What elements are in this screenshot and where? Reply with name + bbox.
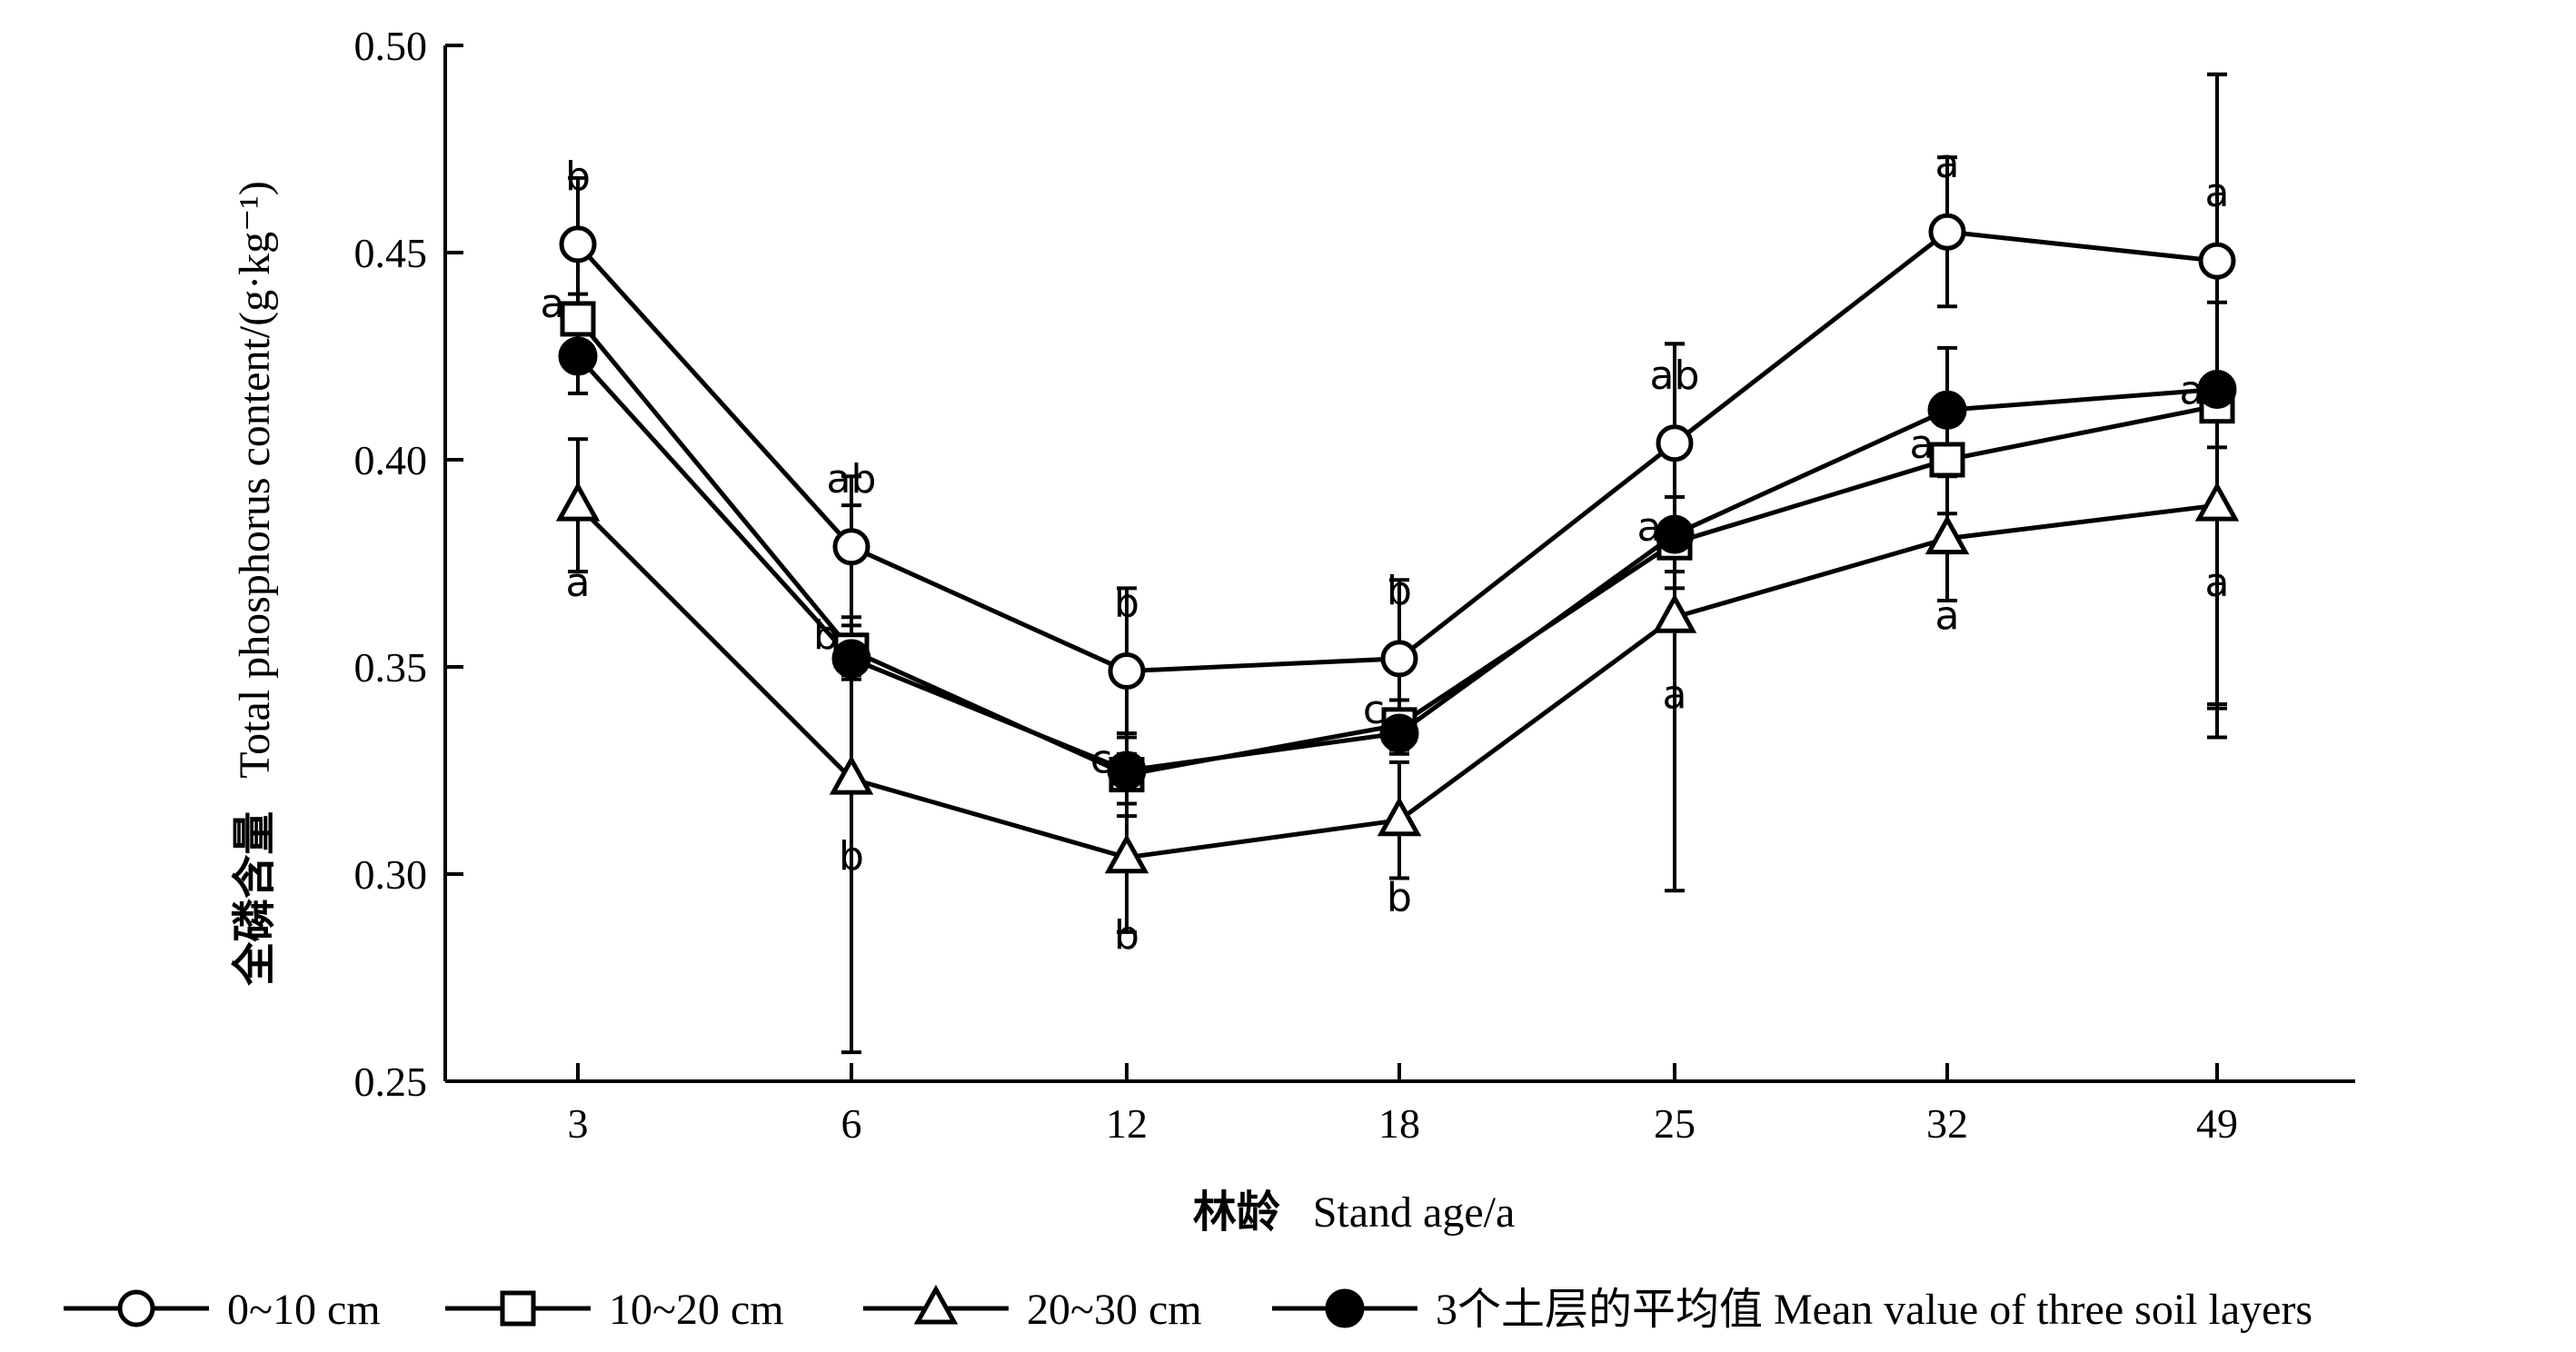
y-tick-label: 0.30 [354,851,428,898]
legend-label: 10~20 cm [609,1286,784,1334]
significance-letter: c [1363,687,1385,733]
x-axis-title-cn: 林龄 [1193,1187,1280,1238]
marker-open-circle [1656,424,1694,462]
significance-letter: c [1090,737,1112,783]
marker-open-circle [1928,213,1966,251]
legend-label: 0~10 cm [227,1286,381,1334]
marker-filled-circle [558,336,598,376]
x-tick-label: 18 [1378,1100,1420,1147]
significance-letter: a [1935,593,1960,640]
marker-open-triangle [555,482,601,522]
significance-letter: a [541,281,565,327]
y-tick-label: 0.25 [354,1059,428,1105]
marker-filled-circle [1107,751,1147,790]
y-axis-title: 全磷含量 Total phosphorus content/(g·kg⁻¹) [229,181,280,987]
significance-letter: b [1387,875,1412,921]
significance-letter: a [2205,170,2230,216]
marker-open-triangle [1377,796,1422,837]
legend: 0~10 cm 10~20 cm 20~30 cm 3个土层的平均值 Mean val… [64,1284,2312,1334]
marker-filled-circle [2197,369,2237,409]
axes: 0.25 0.30 0.35 0.40 0.45 0.50 3 6 12 18 25 32 49 [354,23,2355,1147]
axis-titles: 林龄 Stand age/a 全磷含量 Total phosphorus con… [229,181,1515,1238]
significance-letter: a [1910,422,1934,468]
marker-filled-circle [1927,390,1967,430]
y-tick-label: 0.50 [354,23,428,69]
x-tick-label: 3 [568,1100,589,1147]
significance-letter: a [1663,671,1687,718]
significance-letter: b [1114,912,1139,959]
marker-open-triangle [1652,593,1697,633]
significance-letter: b [1114,581,1139,627]
marker-open-triangle [1925,514,1970,555]
marker-open-circle [559,225,597,263]
y-tick-label: 0.45 [354,230,428,276]
legend-label: 3个土层的平均值 Mean value of three soil layers [1436,1286,2312,1334]
significance-letter: b [839,833,864,880]
marker-open-circle [1108,652,1146,691]
significance-letter: a [1637,504,1662,551]
x-tick-label: 32 [1926,1100,1968,1147]
x-tick-label: 6 [841,1100,862,1147]
x-axis-title: 林龄 Stand age/a [1193,1187,1516,1238]
significance-letter: ab [1650,353,1700,399]
x-tick-label: 25 [1654,1100,1696,1147]
significance-letter: a [2205,560,2230,606]
significance-letter: b [565,154,591,200]
y-axis-title-cn: 全磷含量 [229,811,280,987]
marker-filled-circle [1325,1288,1365,1328]
marker-open-triangle [829,754,874,795]
x-axis-title-en: Stand age/a [1313,1188,1516,1237]
marker-open-triangle [2194,482,2240,522]
marker-open-circle [832,528,870,566]
significance-letter: a [2180,368,2204,414]
marker-open-triangle [913,1284,959,1325]
y-tick-label: 0.40 [354,437,428,483]
series-markers [555,213,2240,874]
marker-open-square [560,301,596,337]
marker-filled-circle [1379,713,1419,753]
y-axis-title-en: Total phosphorus content/(g·kg⁻¹) [231,181,279,779]
marker-filled-circle [1655,514,1695,554]
x-tick-label: 49 [2196,1100,2238,1147]
marker-open-circle [2198,242,2236,280]
marker-open-square [1929,442,1965,478]
marker-filled-circle [831,639,871,679]
significance-letter: a [1935,141,1960,187]
significance-letter: b [813,612,839,659]
marker-open-triangle [1104,833,1149,874]
marker-open-square [500,1290,536,1327]
y-tick-label: 0.35 [354,644,428,691]
legend-label: 20~30 cm [1027,1286,1202,1334]
marker-open-circle [1380,640,1418,678]
marker-open-circle [117,1289,155,1327]
significance-letter: b [1387,568,1412,614]
significance-letter: a [566,560,591,606]
significance-letter: ab [827,456,877,502]
x-tick-label: 12 [1106,1100,1148,1147]
